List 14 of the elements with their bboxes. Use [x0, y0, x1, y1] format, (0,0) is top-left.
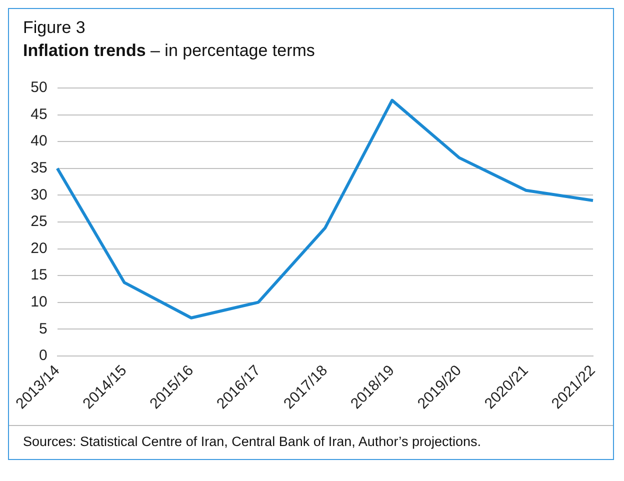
y-tick-label: 15 [30, 266, 48, 284]
chart-subtitle: Inflation trends – in percentage terms [23, 41, 315, 60]
y-tick-label: 0 [38, 347, 48, 364]
y-tick-label: 50 [30, 79, 48, 96]
y-tick-label: 10 [30, 293, 48, 310]
y-tick-label: 35 [30, 160, 48, 177]
chart-title: Figure 3 [22, 17, 86, 39]
y-tick-label: 25 [30, 213, 48, 230]
y-tick-label: 20 [30, 240, 48, 257]
y-tick-label: 45 [30, 106, 48, 123]
y-tick-label: 5 [38, 320, 48, 338]
source-note: Sources: Statistical Centre of Iran, Central Bank of Iran, Author’s projections. [23, 434, 482, 449]
y-tick-label: 40 [30, 132, 48, 150]
y-tick-label: 30 [30, 186, 48, 204]
